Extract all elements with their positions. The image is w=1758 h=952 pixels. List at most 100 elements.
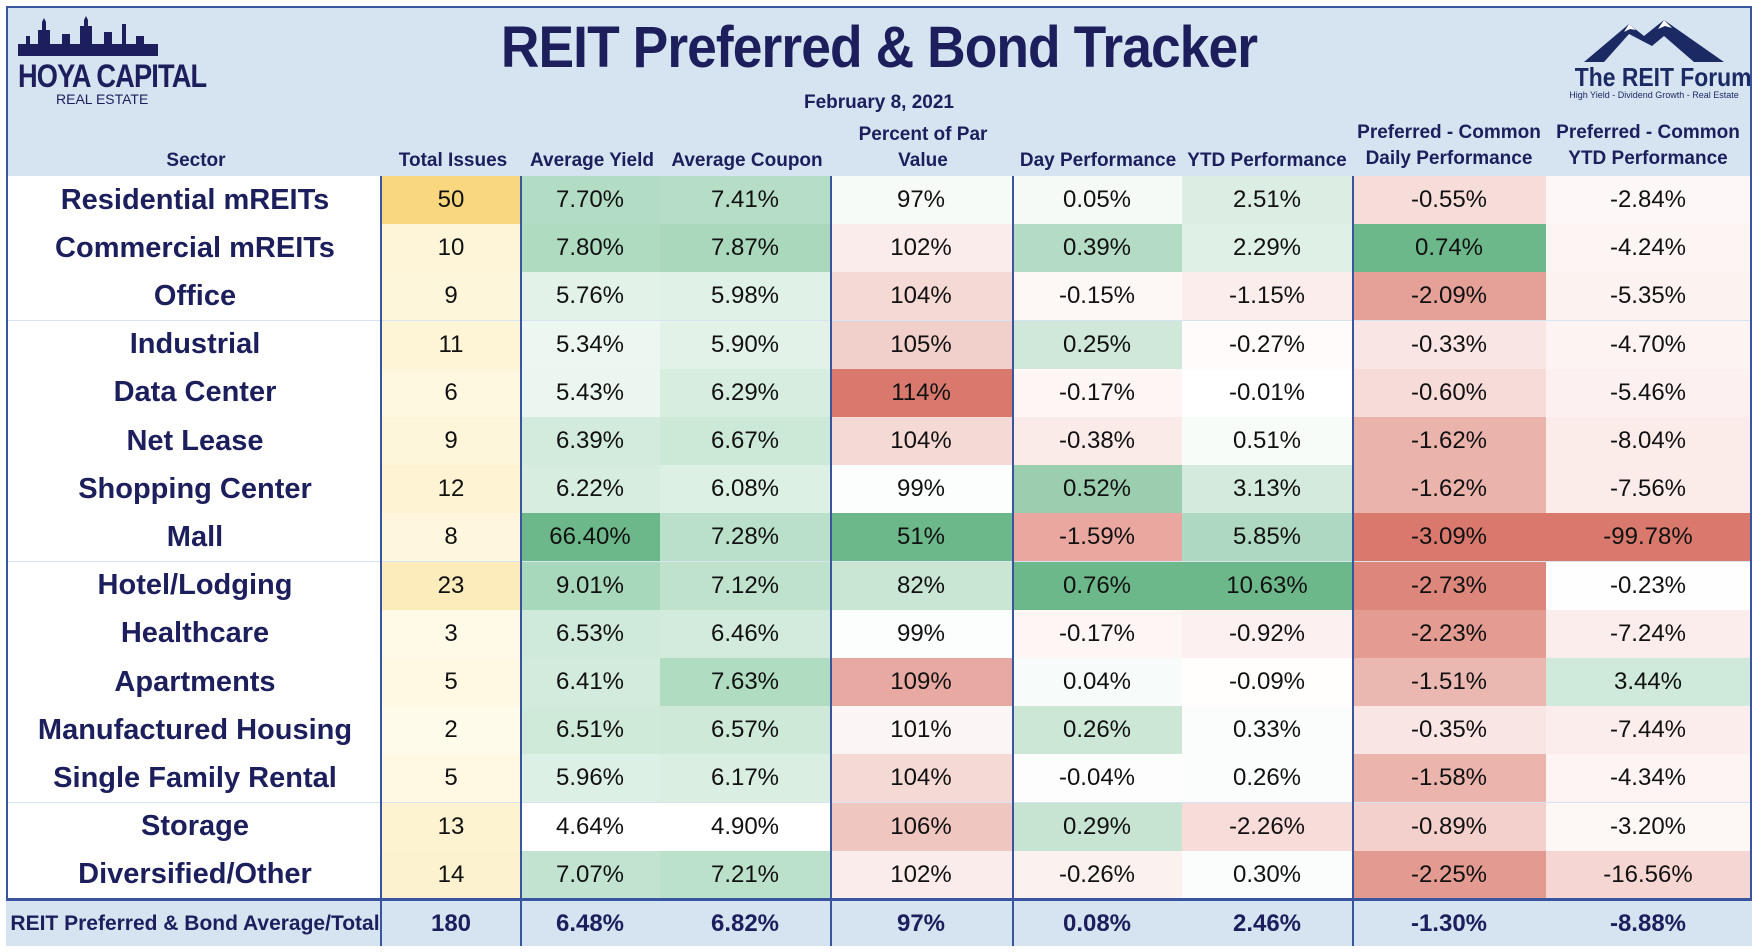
cell-par: 97% [830,176,1012,224]
cell-day: -0.26% [1012,850,1182,899]
table-row: Office 9 5.76% 5.98% 104% -0.15% -1.15% -2.09% -… [6,272,1752,321]
cell-pcd: 0.74% [1352,224,1546,273]
cell-yield: 6.39% [520,417,660,465]
cell-par: 102% [830,224,1012,273]
cell-par: 104% [830,754,1012,803]
cell-coupon: 6.67% [660,417,830,465]
cell-yield: 7.70% [520,176,660,224]
logo-right-line1: The REIT Forum [1574,62,1752,92]
cell-day: -0.15% [1012,272,1182,321]
cell-par: 109% [830,658,1012,706]
table-row: Healthcare 3 6.53% 6.46% 99% -0.17% -0.92% -2.2… [6,609,1752,658]
cell-ytd: 10.63% [1182,561,1352,610]
cell-coupon: 7.12% [660,561,830,610]
cell-yield: 5.43% [520,368,660,417]
cell-ytd: -0.01% [1182,368,1352,417]
cell-par: 106% [830,802,1012,851]
table-row: Industrial 11 5.34% 5.90% 105% 0.25% -0.27% -0.… [6,320,1752,369]
cell-pcd: -2.23% [1352,609,1546,658]
cell-sector: Mall [8,513,382,562]
cell-sector: Storage [8,802,382,851]
total-day: 0.08% [1062,909,1132,937]
cell-day: 0.39% [1012,224,1182,273]
cell-ytd: -0.27% [1182,320,1352,369]
cell-sector: Residential mREITs [8,176,382,224]
cell-issues: 11 [382,320,520,369]
cell-issues: 8 [382,513,520,562]
header-ytd: YTD Performance [1187,150,1347,171]
header-avg-coupon: Average Coupon [671,150,823,171]
cell-issues: 3 [382,609,520,658]
logo-right-line2: High Yield - Dividend Growth - Real Esta… [1569,90,1739,100]
cell-ytd: -0.92% [1182,609,1352,658]
cell-issues: 9 [382,272,520,321]
col-divider [1352,176,1354,946]
cell-issues: 2 [382,706,520,755]
header-pc-daily: Preferred - Common Daily Performance [1352,118,1546,176]
total-issues: 180 [430,909,472,937]
cell-sector: Diversified/Other [8,850,382,899]
cell-issues: 23 [382,561,520,610]
cell-pcy: -99.78% [1546,513,1750,562]
cell-coupon: 7.63% [660,658,830,706]
cell-sector: Industrial [8,320,382,369]
total-row: REIT Preferred & Bond Average/Total 180 6.… [6,898,1752,946]
cell-yield: 6.22% [520,465,660,514]
cell-ytd: -0.09% [1182,658,1352,706]
cell-pcd: -0.35% [1352,706,1546,755]
total-par: 97% [896,909,946,937]
cell-sector: Hotel/Lodging [8,561,382,610]
table-row: Diversified/Other 14 7.07% 7.21% 102% -0.26% 0… [6,850,1752,899]
cell-par: 99% [830,609,1012,658]
cell-pcy: -7.44% [1546,706,1750,755]
cell-issues: 5 [382,658,520,706]
cell-day: 0.26% [1012,706,1182,755]
header-pc-ytd-line1: Preferred - Common [1556,122,1740,143]
cell-coupon: 6.29% [660,368,830,417]
reit-forum-logo: The REIT Forum High Yield - Dividend Gro… [1564,16,1752,116]
cell-pcy: -4.70% [1546,320,1750,369]
cell-coupon: 7.21% [660,850,830,899]
hoya-capital-logo: HOYA CAPITAL REAL ESTATE [18,16,207,116]
cell-pcd: -1.51% [1352,658,1546,706]
total-yield: 6.48% [555,909,625,937]
cell-sector: Office [8,272,382,321]
cell-pcd: -2.09% [1352,272,1546,321]
cell-ytd: 0.33% [1182,706,1352,755]
header-total-issues: Total Issues [398,150,508,171]
cell-coupon: 7.87% [660,224,830,273]
cell-pcy: -7.24% [1546,609,1750,658]
cell-day: -0.17% [1012,609,1182,658]
header-avg-yield: Average Yield [530,150,654,171]
col-divider [830,176,832,946]
total-ytd: 2.46% [1232,909,1302,937]
cell-sector: Apartments [8,658,382,706]
cell-issues: 13 [382,802,520,851]
total-pcy: -8.88% [1609,909,1687,937]
cell-yield: 66.40% [520,513,660,562]
header-pc-ytd-line2: YTD Performance [1568,148,1728,169]
cell-coupon: 6.57% [660,706,830,755]
cell-pcy: -5.35% [1546,272,1750,321]
cell-par: 82% [830,561,1012,610]
cell-day: -0.38% [1012,417,1182,465]
cell-sector: Single Family Rental [8,754,382,803]
report-date: February 8, 2021 [804,92,954,113]
table-row: Mall 8 66.40% 7.28% 51% -1.59% 5.85% -3.09% -99.… [6,513,1752,562]
cell-coupon: 7.28% [660,513,830,562]
table-row: Hotel/Lodging 23 9.01% 7.12% 82% 0.76% 10.63% -… [6,561,1752,610]
cell-pcd: -2.73% [1352,561,1546,610]
cell-issues: 10 [382,224,520,273]
cell-pcy: -8.04% [1546,417,1750,465]
col-divider [1012,176,1014,946]
cell-pcd: -0.89% [1352,802,1546,851]
cell-day: 0.76% [1012,561,1182,610]
cell-pcd: -2.25% [1352,850,1546,899]
cell-coupon: 6.46% [660,609,830,658]
cell-par: 101% [830,706,1012,755]
header-day: Day Performance [1019,150,1177,171]
cell-coupon: 5.90% [660,320,830,369]
cell-day: 0.05% [1012,176,1182,224]
cell-yield: 5.34% [520,320,660,369]
cell-yield: 5.96% [520,754,660,803]
